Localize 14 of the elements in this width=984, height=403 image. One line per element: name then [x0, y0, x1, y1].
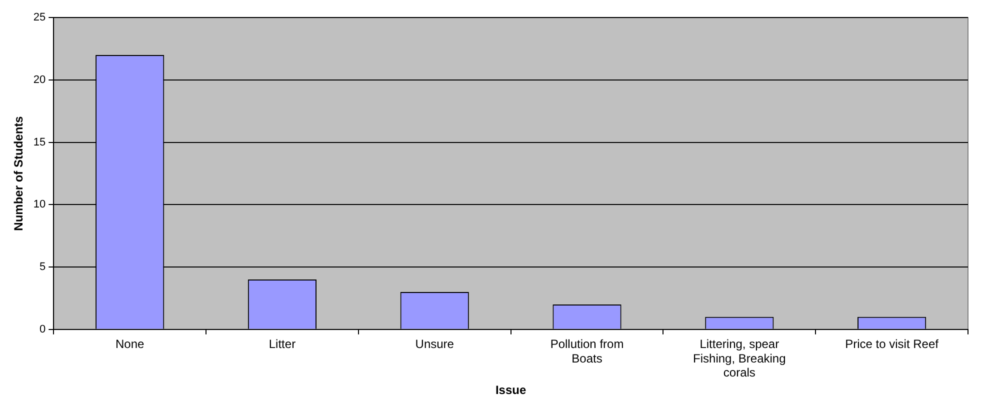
x-tick-label: Pollution from Boats — [550, 336, 624, 366]
y-tick-label: 15 — [33, 136, 46, 148]
x-axis-title: Issue — [495, 383, 526, 398]
y-axis-title: Number of Students — [12, 116, 26, 231]
x-tick-label: Unsure — [415, 336, 454, 351]
x-tick-label: None — [115, 336, 144, 351]
y-tick-label: 20 — [33, 74, 46, 86]
x-tick-label: Price to visit Reef — [845, 336, 940, 351]
y-tick-label: 25 — [33, 12, 46, 24]
x-tick-label: Litter — [268, 336, 296, 351]
x-tick-label: Littering, spear Fishing, Breaking corals — [693, 336, 786, 380]
y-tick-label: 0 — [40, 323, 46, 336]
y-tick-label: 5 — [40, 261, 46, 274]
y-tick-label: 10 — [33, 198, 46, 211]
